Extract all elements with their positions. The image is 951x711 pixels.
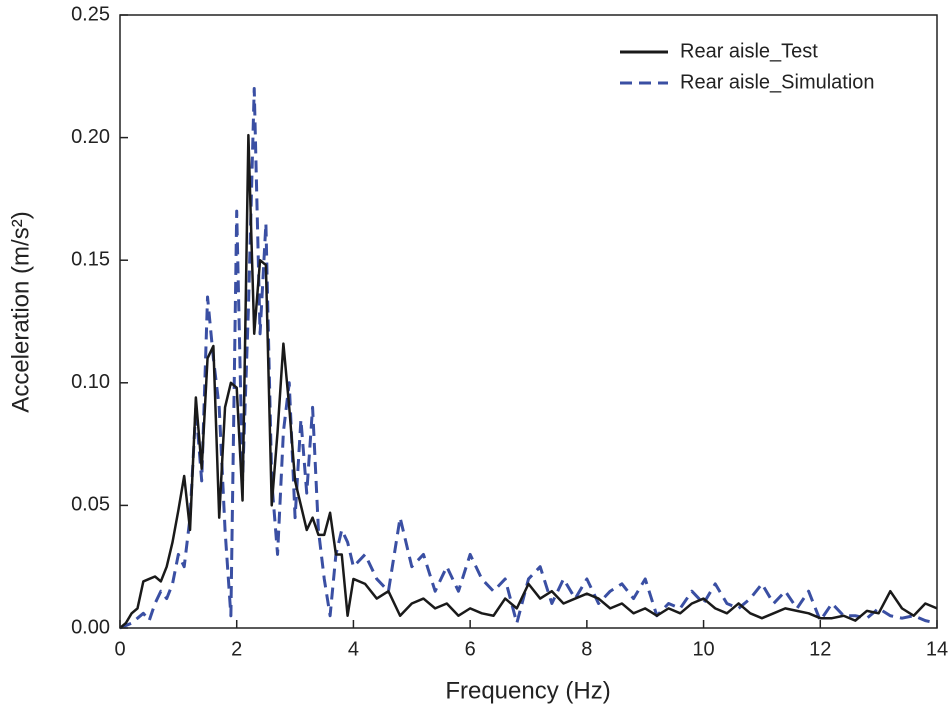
x-tick-label: 0: [114, 638, 125, 660]
legend-text: Rear aisle_Simulation: [680, 71, 875, 93]
y-tick-label: 0.20: [71, 126, 110, 148]
x-tick-label: 14: [926, 638, 948, 660]
y-tick-label: 0.05: [71, 494, 110, 516]
y-tick-label: 0.15: [71, 248, 110, 270]
y-tick-label: 0.00: [71, 616, 110, 638]
series-line: [119, 133, 938, 629]
y-tick-label: 0.10: [71, 371, 110, 393]
series-line: [119, 87, 938, 630]
x-tick-label: 10: [692, 638, 714, 660]
x-axis-title: Frequency (Hz): [445, 677, 610, 704]
x-tick-label: 6: [465, 638, 476, 660]
x-tick-label: 12: [809, 638, 831, 660]
x-tick-label: 4: [348, 638, 359, 660]
x-tick-label: 2: [231, 638, 242, 660]
y-tick-label: 0.25: [71, 3, 110, 25]
legend-text: Rear aisle_Test: [680, 40, 818, 62]
plot-frame: [119, 14, 938, 629]
y-axis-title: Acceleration (m/s²): [7, 211, 34, 412]
x-tick-label: 8: [581, 638, 592, 660]
